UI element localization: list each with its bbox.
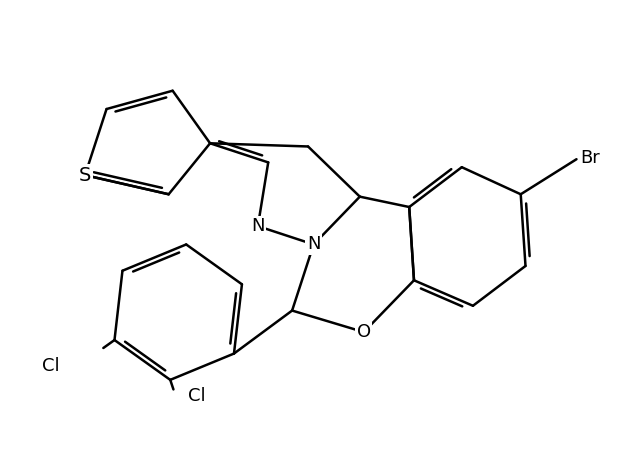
Text: S: S	[79, 166, 92, 185]
Text: N: N	[307, 235, 321, 253]
Text: Cl: Cl	[42, 357, 60, 375]
Text: Cl: Cl	[188, 387, 205, 405]
Text: O: O	[356, 323, 371, 341]
Text: N: N	[251, 217, 264, 235]
Text: Br: Br	[580, 149, 600, 166]
